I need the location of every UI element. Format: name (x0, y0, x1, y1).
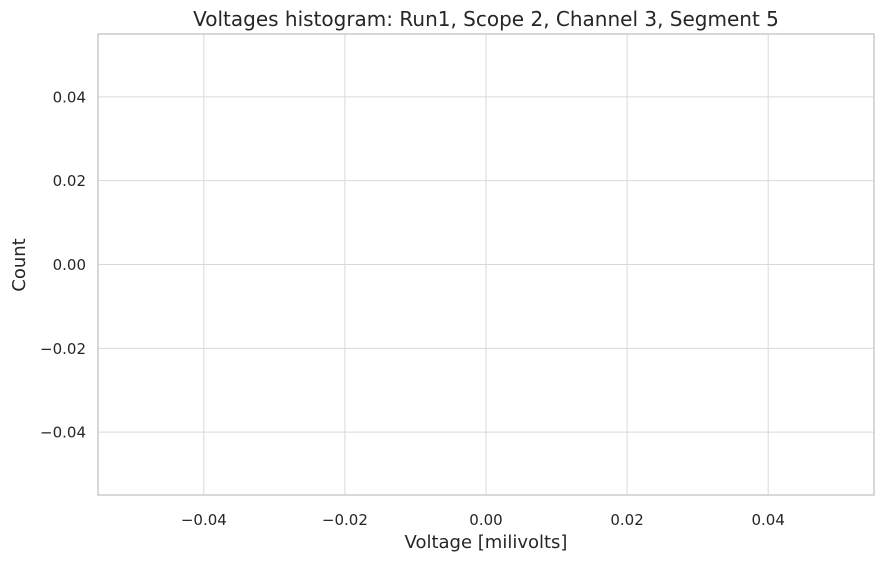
x-tick-label: 0.02 (610, 511, 643, 529)
y-tick-label: 0.02 (53, 172, 86, 190)
y-tick-label: 0.04 (53, 88, 86, 106)
x-axis-ticks: −0.04 −0.02 0.00 0.02 0.04 (181, 511, 785, 529)
x-tick-label: −0.02 (322, 511, 368, 529)
y-axis-ticks: 0.04 0.02 0.00 −0.02 −0.04 (40, 88, 86, 441)
chart-title: Voltages histogram: Run1, Scope 2, Chann… (193, 7, 779, 31)
y-tick-label: −0.02 (40, 340, 86, 358)
plot-frame (97, 33, 875, 496)
x-tick-label: −0.04 (181, 511, 227, 529)
y-tick-label: −0.04 (40, 424, 86, 442)
x-tick-label: 0.00 (469, 511, 502, 529)
y-tick-label: 0.00 (53, 256, 86, 274)
x-tick-label: 0.04 (751, 511, 784, 529)
x-axis-label: Voltage [milivolts] (405, 532, 568, 553)
grid-lines (98, 34, 874, 495)
y-axis-label: Count (9, 238, 30, 291)
